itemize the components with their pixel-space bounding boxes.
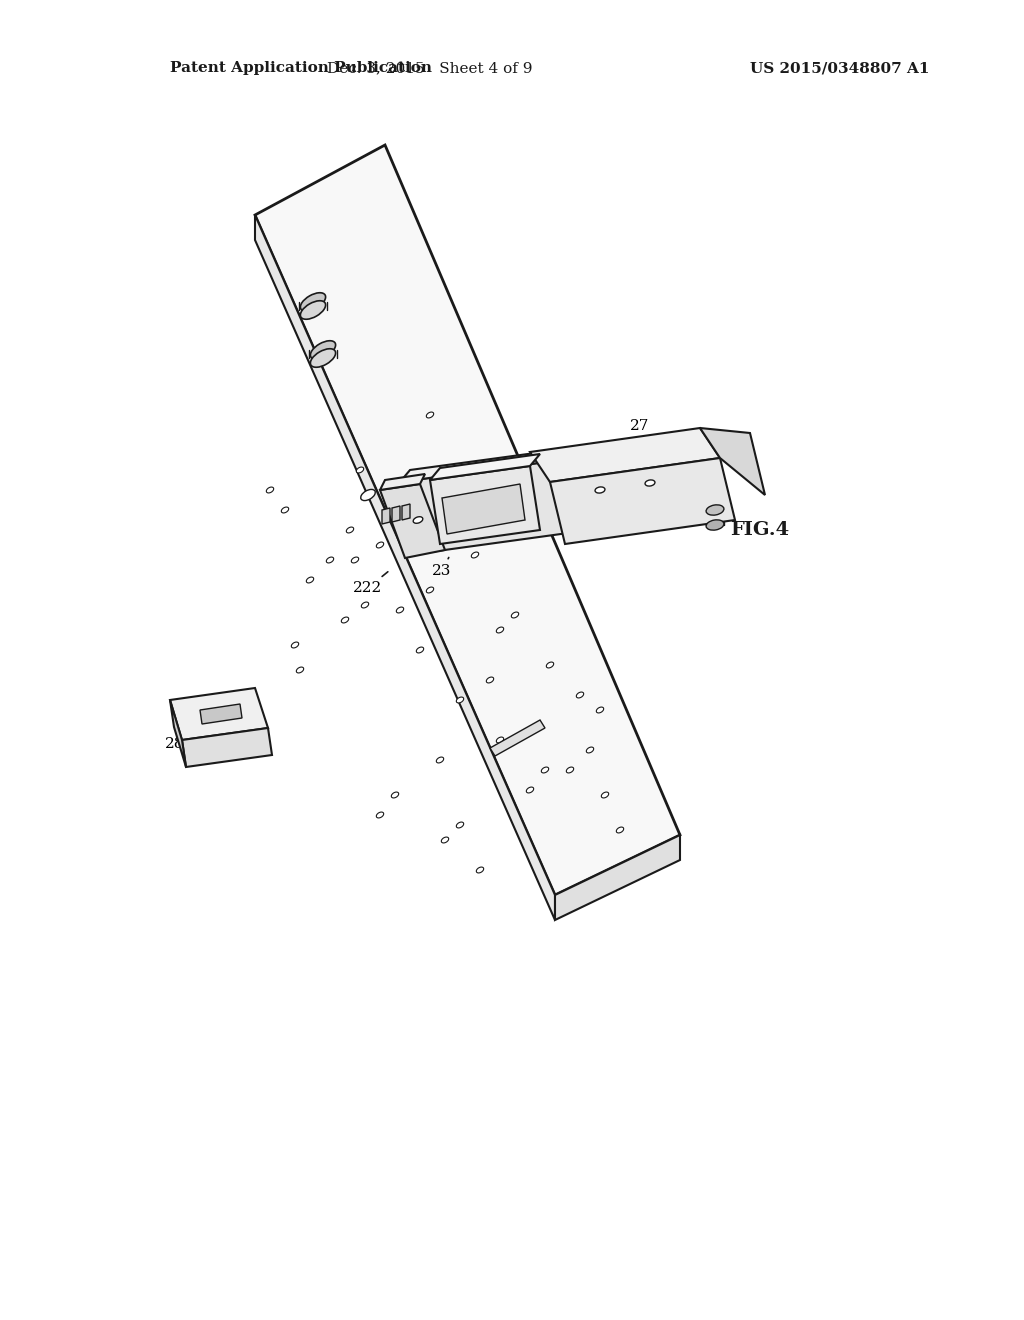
Ellipse shape [645, 480, 655, 486]
Ellipse shape [296, 667, 304, 673]
Polygon shape [182, 729, 272, 767]
Ellipse shape [511, 612, 519, 618]
Text: 28: 28 [165, 730, 184, 751]
Text: 27: 27 [631, 418, 668, 449]
Ellipse shape [526, 787, 534, 793]
Ellipse shape [266, 487, 273, 492]
Ellipse shape [476, 867, 483, 873]
Text: 222: 222 [353, 572, 388, 595]
Ellipse shape [361, 602, 369, 609]
Ellipse shape [497, 627, 504, 634]
Ellipse shape [425, 541, 435, 549]
Polygon shape [442, 484, 525, 535]
Ellipse shape [616, 828, 624, 833]
Polygon shape [700, 428, 765, 495]
Ellipse shape [486, 537, 494, 543]
Ellipse shape [360, 490, 375, 500]
Polygon shape [170, 688, 268, 741]
Ellipse shape [291, 642, 299, 648]
Polygon shape [255, 215, 555, 920]
Polygon shape [392, 506, 400, 521]
Polygon shape [382, 508, 390, 524]
Polygon shape [430, 454, 540, 480]
Ellipse shape [547, 663, 554, 668]
Polygon shape [550, 458, 735, 544]
Text: US 2015/0348807 A1: US 2015/0348807 A1 [750, 61, 930, 75]
Ellipse shape [486, 677, 494, 682]
Text: FIG.4: FIG.4 [730, 521, 790, 539]
Ellipse shape [417, 647, 424, 653]
Ellipse shape [497, 737, 504, 743]
Ellipse shape [300, 293, 326, 312]
Ellipse shape [436, 758, 443, 763]
Ellipse shape [542, 767, 549, 774]
Ellipse shape [587, 747, 594, 752]
Polygon shape [402, 504, 410, 520]
Polygon shape [490, 719, 545, 756]
Polygon shape [530, 428, 720, 482]
Polygon shape [255, 145, 680, 895]
Polygon shape [400, 447, 572, 482]
Ellipse shape [327, 557, 334, 562]
Ellipse shape [426, 587, 434, 593]
Text: Patent Application Publication: Patent Application Publication [170, 61, 432, 75]
Ellipse shape [707, 520, 724, 531]
Polygon shape [380, 474, 425, 490]
Ellipse shape [457, 697, 464, 704]
Ellipse shape [441, 837, 449, 843]
Ellipse shape [707, 504, 724, 515]
Ellipse shape [376, 543, 384, 548]
Ellipse shape [356, 467, 364, 473]
Ellipse shape [300, 301, 326, 319]
Polygon shape [555, 836, 680, 920]
Ellipse shape [414, 516, 423, 523]
Ellipse shape [341, 616, 349, 623]
Ellipse shape [306, 577, 313, 583]
Ellipse shape [457, 822, 464, 828]
Ellipse shape [595, 487, 605, 494]
Ellipse shape [566, 767, 573, 774]
Ellipse shape [396, 607, 403, 612]
Polygon shape [430, 466, 540, 544]
Ellipse shape [577, 692, 584, 698]
Polygon shape [170, 700, 186, 767]
Polygon shape [200, 704, 242, 723]
Ellipse shape [310, 341, 336, 359]
Ellipse shape [601, 792, 608, 799]
Ellipse shape [471, 552, 478, 558]
Polygon shape [380, 484, 445, 558]
Ellipse shape [466, 477, 474, 483]
Ellipse shape [346, 527, 353, 533]
Text: Dec. 3, 2015   Sheet 4 of 9: Dec. 3, 2015 Sheet 4 of 9 [328, 61, 532, 75]
Ellipse shape [282, 507, 289, 513]
Polygon shape [400, 459, 590, 552]
Ellipse shape [596, 708, 604, 713]
Ellipse shape [391, 792, 398, 799]
Ellipse shape [310, 348, 336, 367]
Text: 23: 23 [432, 557, 452, 578]
Ellipse shape [426, 412, 434, 418]
Ellipse shape [351, 557, 358, 562]
Ellipse shape [376, 812, 384, 818]
